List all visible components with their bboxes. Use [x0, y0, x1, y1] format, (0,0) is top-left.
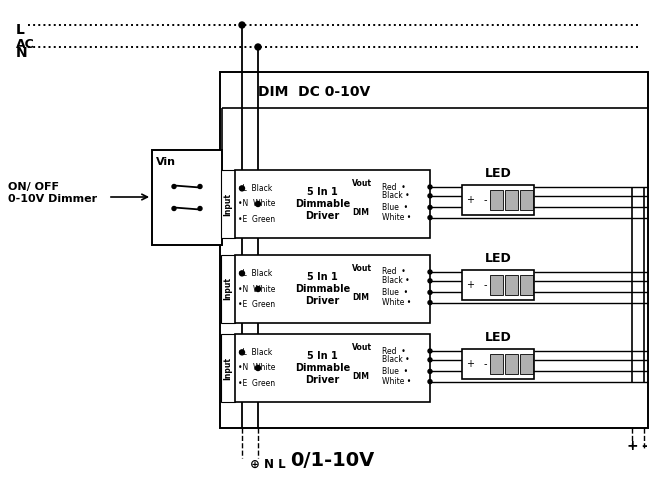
Text: Blue  •: Blue •: [382, 367, 408, 376]
Circle shape: [255, 44, 261, 50]
Bar: [462, 349, 534, 379]
Text: Input: Input: [223, 357, 233, 379]
Circle shape: [428, 194, 432, 198]
Text: Vin: Vin: [156, 157, 176, 167]
Text: 5 In 1
Dimmable
Driver: 5 In 1 Dimmable Driver: [295, 187, 350, 221]
Text: Black •: Black •: [382, 276, 410, 286]
Text: DIM: DIM: [352, 208, 369, 217]
Bar: [221, 334, 235, 402]
Text: White •: White •: [382, 377, 411, 386]
Bar: [505, 354, 518, 374]
Text: 5 In 1
Dimmable
Driver: 5 In 1 Dimmable Driver: [295, 351, 350, 385]
Text: -: -: [484, 195, 487, 205]
Bar: [235, 334, 430, 402]
Bar: [220, 72, 648, 428]
Circle shape: [428, 215, 432, 220]
Bar: [505, 190, 518, 210]
Bar: [235, 170, 430, 238]
Text: Input: Input: [223, 193, 233, 215]
Text: ON/ OFF
0-10V Dimmer: ON/ OFF 0-10V Dimmer: [8, 182, 97, 204]
Text: Vout: Vout: [352, 343, 372, 352]
Text: Input: Input: [223, 277, 233, 301]
Text: +: +: [626, 439, 638, 453]
Circle shape: [428, 379, 432, 384]
Text: •N  White: •N White: [238, 285, 275, 293]
Bar: [490, 275, 503, 295]
Text: LED: LED: [485, 331, 511, 344]
Text: -: -: [484, 359, 487, 369]
Text: •L  Black: •L Black: [238, 269, 272, 278]
Text: Red  •: Red •: [382, 182, 406, 192]
Circle shape: [428, 185, 432, 189]
Circle shape: [172, 207, 176, 211]
Bar: [462, 270, 534, 300]
Bar: [235, 255, 430, 323]
Text: -: -: [641, 439, 647, 453]
Text: 5 In 1
Dimmable
Driver: 5 In 1 Dimmable Driver: [295, 272, 350, 305]
Text: 0/1-10V: 0/1-10V: [290, 451, 374, 469]
Circle shape: [198, 184, 202, 188]
Circle shape: [255, 287, 261, 291]
Text: •N  White: •N White: [238, 363, 275, 373]
Text: DIM: DIM: [352, 372, 369, 380]
Text: DIM  DC 0-10V: DIM DC 0-10V: [258, 85, 370, 99]
Text: N: N: [16, 46, 28, 60]
Circle shape: [428, 301, 432, 304]
Circle shape: [428, 349, 432, 353]
Text: White •: White •: [382, 213, 411, 222]
Circle shape: [428, 369, 432, 373]
Circle shape: [198, 207, 202, 211]
Text: Red  •: Red •: [382, 268, 406, 276]
Text: Red  •: Red •: [382, 347, 406, 356]
Text: +: +: [466, 195, 474, 205]
Text: Black •: Black •: [382, 355, 410, 364]
Text: Vout: Vout: [352, 179, 372, 188]
Text: ⊕ N L: ⊕ N L: [250, 457, 286, 470]
Bar: [520, 275, 533, 295]
Bar: [520, 354, 533, 374]
Circle shape: [255, 365, 261, 370]
Circle shape: [428, 205, 432, 210]
Text: Blue  •: Blue •: [382, 203, 408, 212]
Circle shape: [428, 358, 432, 362]
Text: White •: White •: [382, 298, 411, 307]
Text: Black •: Black •: [382, 191, 410, 200]
Text: Vout: Vout: [352, 264, 372, 273]
Text: •L  Black: •L Black: [238, 184, 272, 193]
Text: -: -: [484, 280, 487, 290]
Bar: [152, 150, 222, 245]
Circle shape: [428, 290, 432, 294]
Circle shape: [239, 22, 245, 28]
Bar: [221, 255, 235, 323]
Text: Blue  •: Blue •: [382, 288, 408, 297]
Text: L: L: [16, 23, 25, 37]
Text: •N  White: •N White: [238, 199, 275, 209]
Text: +: +: [466, 280, 474, 290]
Circle shape: [255, 201, 261, 207]
Text: DIM: DIM: [352, 293, 369, 302]
Circle shape: [428, 270, 432, 274]
Circle shape: [428, 279, 432, 283]
Circle shape: [239, 271, 245, 276]
Text: AC: AC: [16, 37, 35, 50]
Bar: [520, 190, 533, 210]
Bar: [462, 185, 534, 215]
Text: LED: LED: [485, 167, 511, 180]
Text: •L  Black: •L Black: [238, 348, 272, 357]
Bar: [505, 275, 518, 295]
Text: +: +: [466, 359, 474, 369]
Text: •E  Green: •E Green: [238, 215, 275, 224]
Text: •E  Green: •E Green: [238, 379, 275, 388]
Text: •E  Green: •E Green: [238, 300, 275, 309]
Circle shape: [172, 184, 176, 188]
Text: LED: LED: [485, 252, 511, 265]
Bar: [221, 170, 235, 238]
Circle shape: [239, 350, 245, 355]
Bar: [490, 190, 503, 210]
Bar: [490, 354, 503, 374]
Circle shape: [239, 186, 245, 191]
